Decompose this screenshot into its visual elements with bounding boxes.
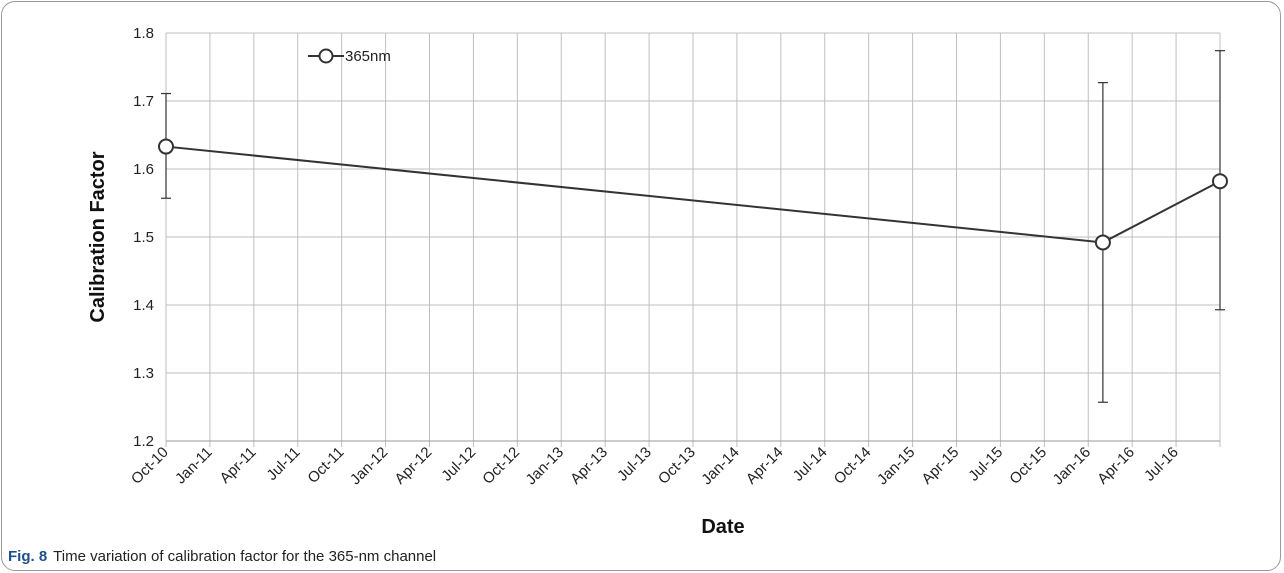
x-tick-label: Apr-11 bbox=[217, 444, 260, 487]
x-tick-label: Oct-11 bbox=[304, 444, 347, 487]
legend-marker bbox=[318, 48, 334, 64]
y-tick-label: 1.8 bbox=[133, 25, 154, 42]
y-tick-label: 1.6 bbox=[133, 161, 154, 178]
legend-label: 365nm bbox=[345, 48, 391, 65]
x-tick-label: Jan-14 bbox=[698, 444, 742, 488]
x-tick-label: Oct-10 bbox=[128, 444, 172, 488]
x-tick-label: Apr-15 bbox=[918, 444, 962, 488]
x-tick-label: Apr-12 bbox=[391, 444, 435, 488]
x-axis-title: Date bbox=[701, 516, 744, 538]
x-tick-label: Jul-16 bbox=[1141, 444, 1182, 485]
data-point bbox=[1094, 234, 1111, 251]
x-tick-label: Oct-13 bbox=[655, 444, 699, 488]
y-tick-label: 1.7 bbox=[133, 93, 154, 110]
x-tick-label: Jul-12 bbox=[438, 444, 479, 485]
data-point bbox=[1212, 173, 1228, 190]
x-tick-label: Jul-14 bbox=[790, 444, 831, 485]
x-tick-label: Jan-13 bbox=[523, 444, 567, 488]
x-tick-label: Oct-14 bbox=[831, 444, 875, 488]
y-tick-label: 1.4 bbox=[133, 297, 154, 314]
data-point bbox=[158, 138, 174, 155]
x-tick-label: Jan-12 bbox=[347, 444, 391, 488]
x-tick-label: Apr-14 bbox=[743, 444, 787, 488]
y-axis-title: Calibration Factor bbox=[87, 151, 109, 322]
caption-text: Time variation of calibration factor for… bbox=[53, 548, 437, 565]
x-tick-label: Jul-15 bbox=[965, 444, 1006, 485]
y-tick-label: 1.5 bbox=[133, 229, 154, 246]
x-tick-label: Jan-11 bbox=[172, 444, 216, 488]
x-tick-label: Jan-16 bbox=[1050, 444, 1094, 488]
x-tick-label: Jul-11 bbox=[263, 444, 303, 484]
grid bbox=[165, 32, 1221, 447]
figure-caption: Fig. 8 Time variation of calibration fact… bbox=[8, 548, 436, 565]
chart: 1.2 1.3 1.4 1.5 1.6 1.7 1.8 Oct-10 Jan-11 Apr-11… bbox=[87, 25, 1228, 538]
x-tick-labels: Oct-10 Jan-11 Apr-11 Jul-11 Oct-11 Jan-12 Apr-… bbox=[128, 444, 1182, 488]
x-tick-label: Oct-15 bbox=[1006, 444, 1050, 488]
caption-label: Fig. 8 bbox=[8, 548, 48, 565]
data-markers bbox=[158, 138, 1228, 251]
x-tick-label: Apr-13 bbox=[567, 444, 611, 488]
x-tick-label: Oct-12 bbox=[479, 444, 523, 488]
x-tick-label: Apr-16 bbox=[1094, 444, 1138, 488]
y-tick-label: 1.2 bbox=[133, 433, 154, 450]
legend: 365nm bbox=[308, 48, 391, 65]
x-tick-label: Jan-15 bbox=[874, 444, 918, 488]
y-tick-label: 1.3 bbox=[133, 365, 154, 382]
x-tick-label: Jul-13 bbox=[614, 444, 655, 485]
y-tick-labels: 1.2 1.3 1.4 1.5 1.6 1.7 1.8 bbox=[133, 25, 154, 450]
